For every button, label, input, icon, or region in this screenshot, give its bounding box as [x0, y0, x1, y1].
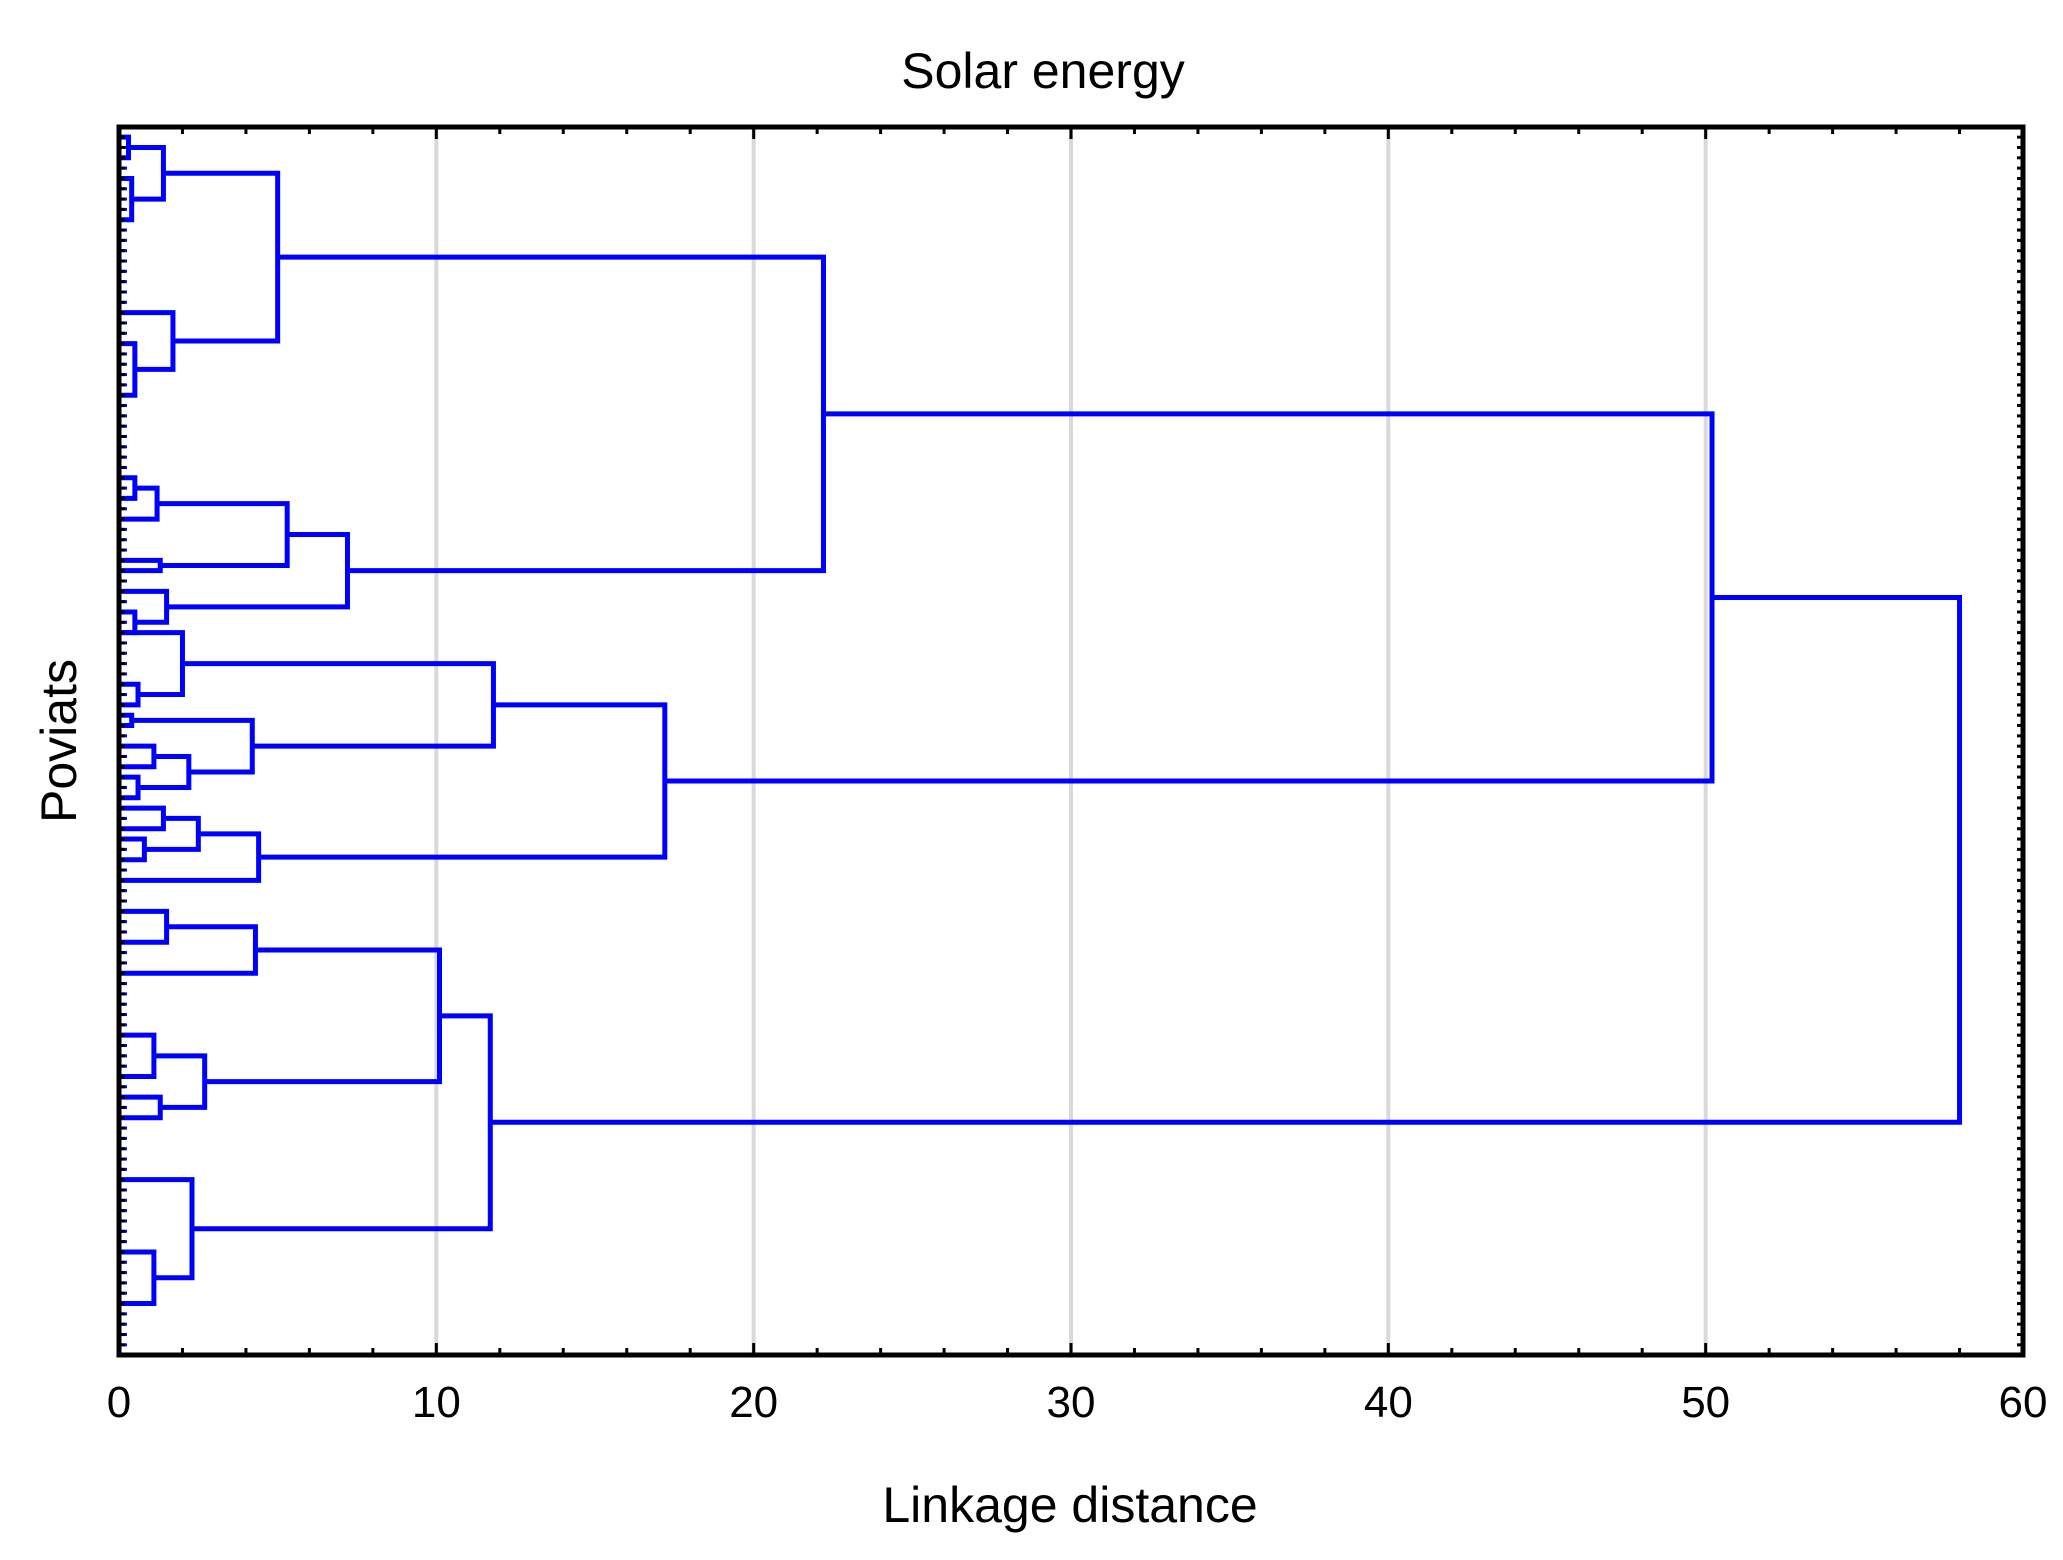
- link-U: [277, 254, 826, 574]
- link-E: [119, 588, 170, 625]
- x-axis-label: Linkage distance: [882, 1477, 1257, 1533]
- x-tick-label-40: 40: [1364, 1378, 1413, 1427]
- grid-layer: [434, 127, 1708, 1355]
- link-FG: [182, 661, 496, 749]
- link-layer: [119, 134, 1963, 1307]
- link-H: [138, 753, 192, 790]
- x-tick-label-20: 20: [729, 1378, 778, 1427]
- link-CDE: [166, 532, 350, 610]
- link-m2: [119, 1249, 157, 1307]
- link-FGJ: [258, 702, 668, 860]
- link-KL: [204, 947, 443, 1085]
- link-ROOT: [490, 594, 1963, 1125]
- x-tick-label-50: 50: [1681, 1378, 1730, 1427]
- x-tick-label-10: 10: [412, 1378, 461, 1427]
- x-tick-label-30: 30: [1047, 1378, 1096, 1427]
- link-K: [119, 924, 258, 976]
- link-D: [119, 557, 163, 574]
- link-C: [119, 485, 160, 522]
- link-B: [119, 310, 176, 372]
- chart-title: Solar energy: [901, 43, 1185, 99]
- link-CD: [157, 501, 290, 569]
- link-AB: [163, 170, 281, 344]
- link-I: [144, 815, 201, 852]
- tick-layer: 0 10 20 30 40 50 60: [107, 127, 2048, 1427]
- y-axis-label: Poviats: [31, 659, 87, 823]
- x-tick-label-60: 60: [1999, 1378, 2048, 1427]
- link-k1: [119, 908, 170, 945]
- link-W: [191, 1013, 493, 1232]
- x-tick-label-0: 0: [107, 1378, 131, 1427]
